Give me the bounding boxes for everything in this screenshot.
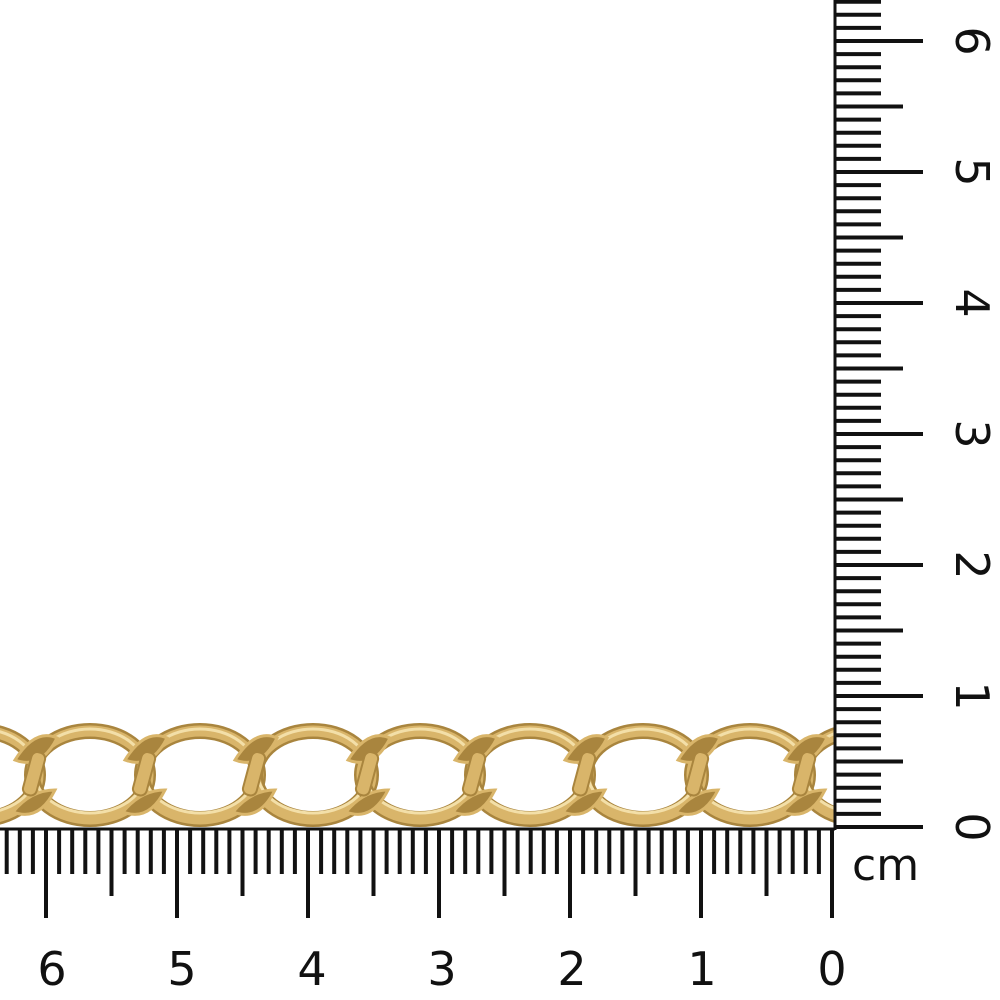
chain-link-twist (230, 734, 280, 816)
vertical-ruler-label: 6 (945, 26, 999, 55)
vertical-ruler-label: 2 (945, 550, 999, 579)
vertical-ruler: 0 1 2 3 4 5 6 (833, 0, 999, 842)
horizontal-ruler: 0 1 2 3 4 5 6 (0, 827, 847, 996)
horizontal-ruler-label: 4 (297, 942, 326, 996)
chain-link-twist (780, 734, 830, 816)
vertical-ruler-label: 1 (945, 681, 999, 710)
horizontal-ruler-label: 6 (37, 942, 66, 996)
chain-link-twist (10, 734, 60, 816)
horizontal-ruler-label: 2 (557, 942, 586, 996)
horizontal-ruler-label: 3 (427, 942, 456, 996)
unit-label: cm (852, 840, 919, 891)
horizontal-ruler-label: 5 (167, 942, 196, 996)
chain-link-twist (560, 734, 610, 816)
horizontal-ruler-label: 0 (817, 942, 846, 996)
chain-link-twist (673, 734, 723, 816)
vertical-ruler-label: 3 (945, 419, 999, 448)
chain-link-twist (450, 734, 500, 816)
chain-link-twist (120, 734, 170, 816)
chain-link-twist (343, 734, 393, 816)
vertical-ruler-label: 4 (945, 288, 999, 317)
horizontal-ruler-label: 1 (687, 942, 716, 996)
vertical-ruler-label: 5 (945, 157, 999, 186)
vertical-ruler-label: 0 (945, 812, 999, 841)
